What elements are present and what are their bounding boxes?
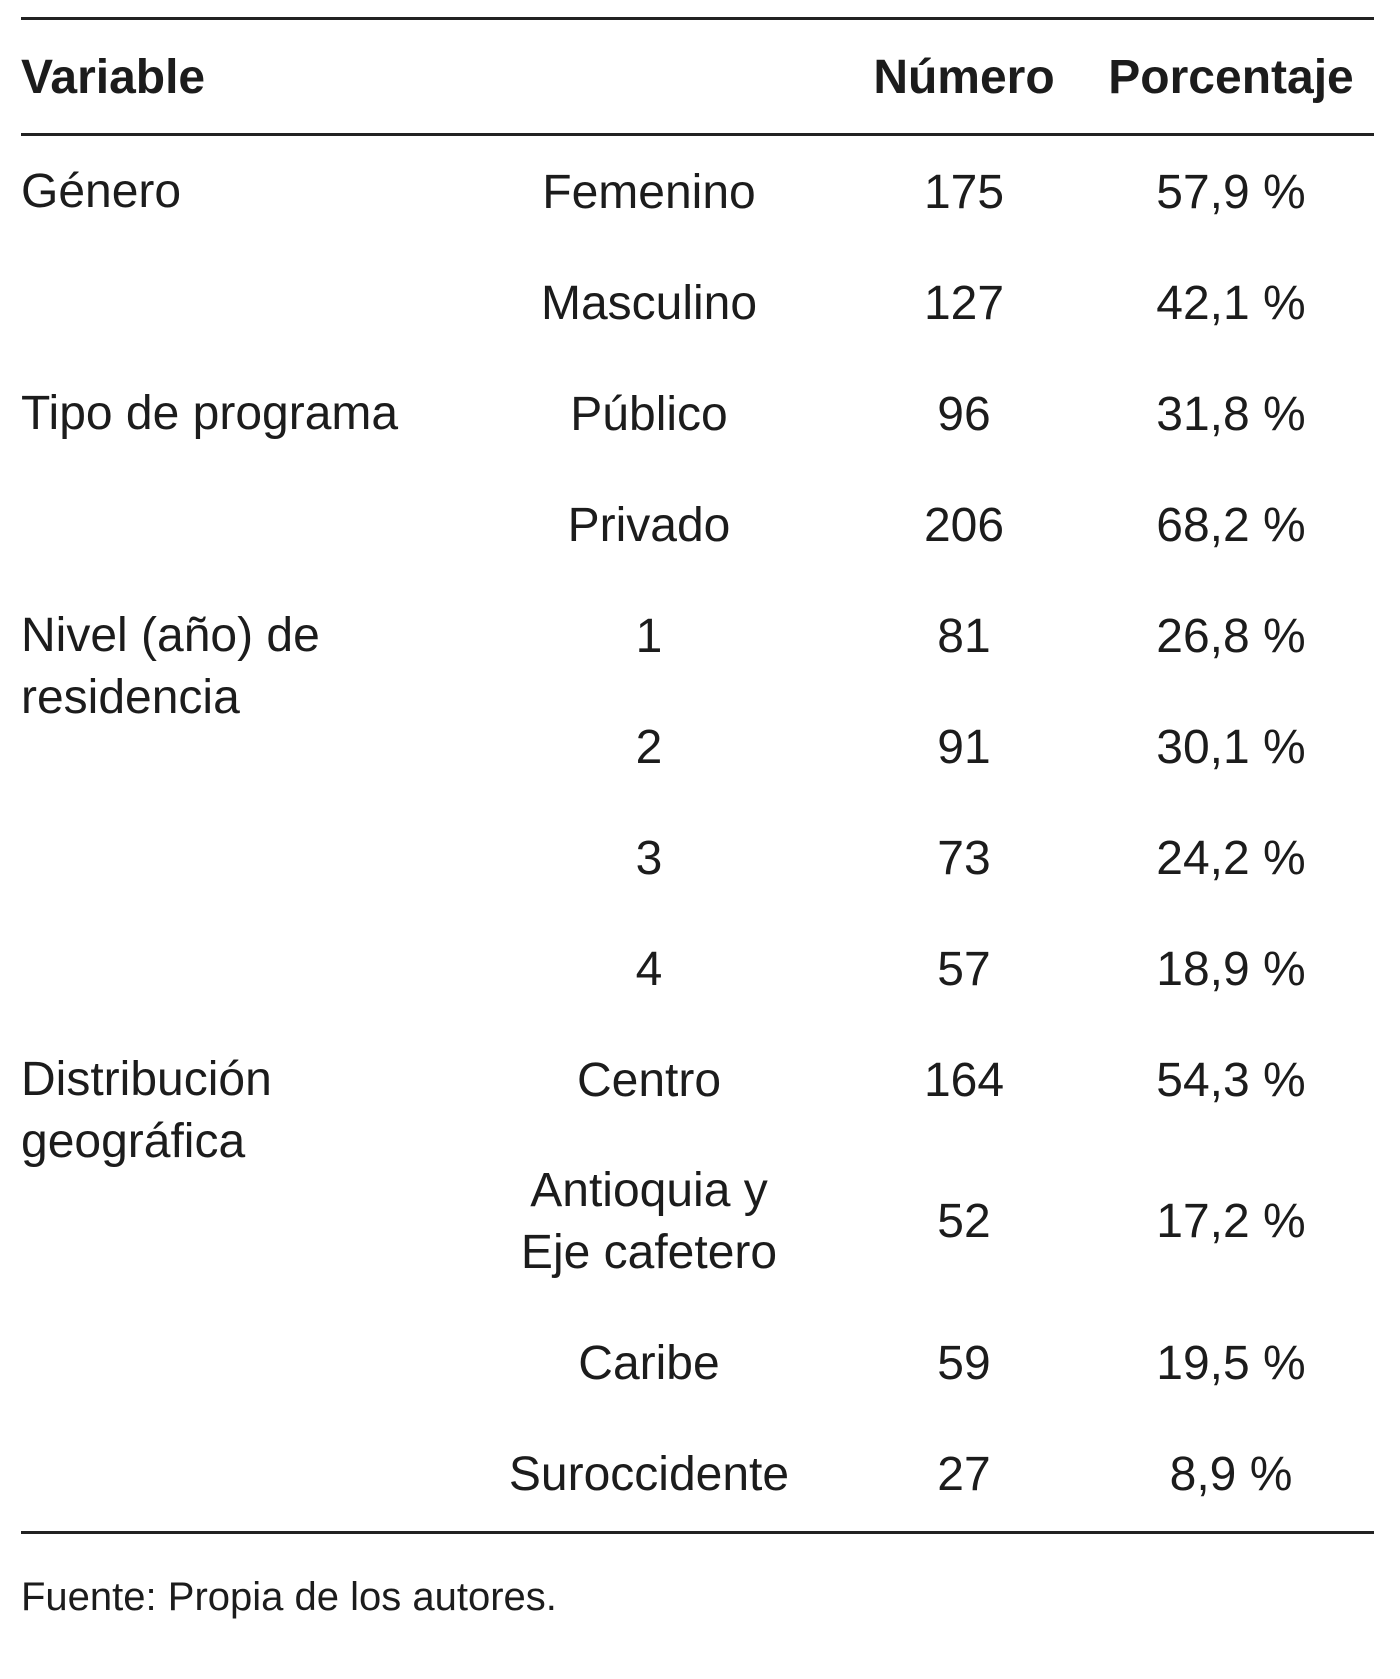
header-percent: Porcentaje	[1108, 51, 1354, 104]
number-cell: 57	[937, 942, 991, 996]
percent-cell: 31,8 %	[1156, 387, 1306, 441]
table-row: 2 91 30,1 %	[21, 692, 1374, 803]
group-label: Tipo de programa	[21, 387, 399, 440]
table-row: Público 96 31,8 %	[21, 359, 1374, 470]
number-cell: 59	[937, 1336, 991, 1390]
category-cell: 4	[635, 942, 663, 996]
number-cell: 96	[937, 387, 991, 441]
percent-cell: 17,2 %	[1156, 1195, 1306, 1248]
category-cell: 2	[635, 720, 663, 774]
number-cell: 81	[937, 609, 991, 663]
row-group: Distribución geográfica Centro 164 54,3 % An…	[21, 1025, 1374, 1530]
bottom-rule	[21, 1531, 1374, 1534]
number-cell: 206	[923, 498, 1005, 552]
percent-cell: 26,8 %	[1156, 609, 1306, 663]
row-group: Nivel (año) de residencia 1 81 26,8 % 2 91 30,…	[21, 581, 1374, 1025]
group-label: Distribución geográfica	[21, 1053, 272, 1168]
category-cell: 1	[635, 609, 663, 663]
table-row: 3 73 24,2 %	[21, 803, 1374, 914]
percent-cell: 19,5 %	[1156, 1336, 1306, 1390]
table-row: Privado 206 68,2 %	[21, 470, 1374, 581]
category-cell: Femenino	[542, 165, 756, 219]
header-number: Número	[873, 51, 1055, 104]
header-rule	[21, 133, 1374, 136]
category-cell: Centro	[576, 1053, 722, 1107]
category-cell: Privado	[567, 498, 731, 552]
category-cell: Antioquia y Eje cafetero	[520, 1164, 778, 1279]
number-cell: 91	[937, 720, 991, 774]
percent-cell: 68,2 %	[1156, 498, 1306, 552]
number-cell: 175	[923, 165, 1005, 219]
number-cell: 52	[937, 1195, 991, 1248]
category-cell: Suroccidente	[508, 1447, 790, 1501]
table-row: Femenino 175 57,9 %	[21, 137, 1374, 248]
number-cell: 127	[923, 276, 1005, 330]
percent-cell: 57,9 %	[1156, 165, 1306, 219]
table-row: Antioquia y Eje cafetero 52 17,2 %	[21, 1136, 1374, 1308]
table-row: Caribe 59 19,5 %	[21, 1308, 1374, 1419]
table-row: 4 57 18,9 %	[21, 914, 1374, 1025]
top-rule	[21, 17, 1374, 20]
category-cell: 3	[635, 831, 663, 885]
group-label: Nivel (año) de residencia	[21, 609, 320, 724]
number-cell: 73	[937, 831, 991, 885]
group-label: Género	[21, 165, 182, 218]
table-row: Suroccidente 27 8,9 %	[21, 1419, 1374, 1530]
percent-cell: 42,1 %	[1156, 276, 1306, 330]
row-group: Género Femenino 175 57,9 % Masculino 127 42,1 …	[21, 137, 1374, 359]
table-row: Masculino 127 42,1 %	[21, 248, 1374, 359]
number-cell: 164	[923, 1053, 1005, 1107]
category-cell: Público	[570, 387, 728, 441]
percent-cell: 54,3 %	[1156, 1053, 1306, 1107]
percent-cell: 8,9 %	[1169, 1447, 1293, 1501]
header-variable: Variable	[21, 51, 206, 104]
table-row: Centro 164 54,3 %	[21, 1025, 1374, 1136]
table-body: Género Femenino 175 57,9 % Masculino 127 42,1 …	[21, 137, 1374, 1530]
category-cell: Masculino	[540, 276, 758, 330]
category-cell: Caribe	[578, 1336, 720, 1390]
row-group: Tipo de programa Público 96 31,8 % Privado 20…	[21, 359, 1374, 581]
number-cell: 27	[937, 1447, 991, 1501]
footnote: Fuente: Propia de los autores.	[21, 1575, 557, 1619]
table-header: Variable Número Porcentaje	[21, 21, 1374, 134]
table-row: 1 81 26,8 %	[21, 581, 1374, 692]
percent-cell: 18,9 %	[1156, 942, 1306, 996]
percent-cell: 24,2 %	[1156, 831, 1306, 885]
percent-cell: 30,1 %	[1156, 720, 1306, 774]
